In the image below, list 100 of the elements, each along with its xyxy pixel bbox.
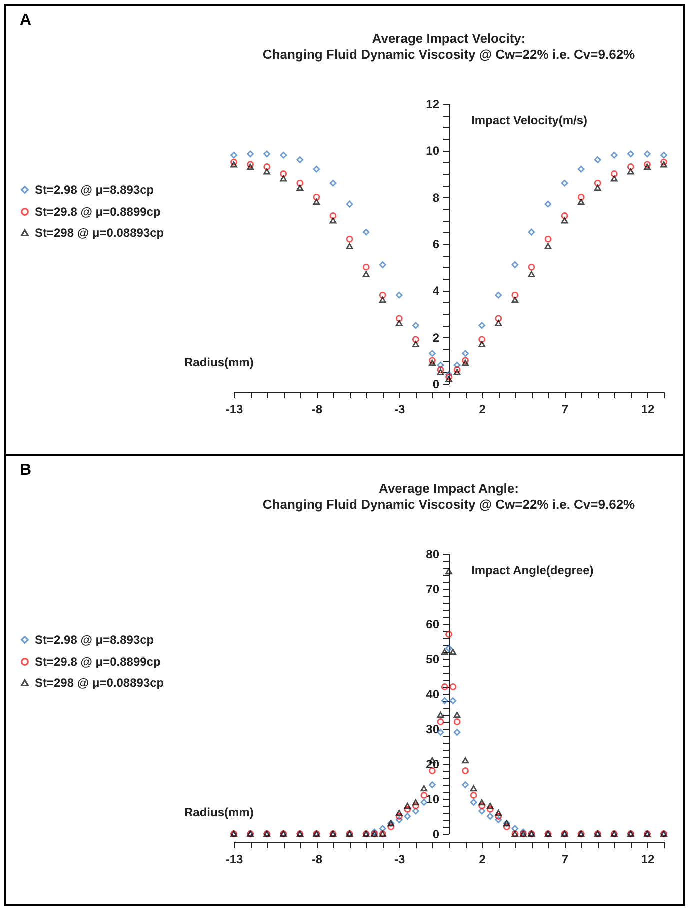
x-tick-label: -8 xyxy=(312,402,323,416)
point xyxy=(429,360,436,366)
point xyxy=(330,218,337,224)
x-tick-label: 2 xyxy=(479,402,486,416)
point xyxy=(437,369,444,376)
point xyxy=(660,152,668,159)
point xyxy=(362,271,370,278)
point xyxy=(512,296,519,304)
point xyxy=(660,162,668,168)
point xyxy=(454,369,461,376)
point xyxy=(330,180,337,187)
point xyxy=(396,810,403,816)
x-tick-label: -13 xyxy=(226,402,244,416)
point xyxy=(280,170,288,178)
y-tick-label: 30 xyxy=(426,722,440,736)
point xyxy=(495,292,502,299)
point xyxy=(412,799,420,806)
point xyxy=(412,341,420,348)
y-tick-label: 8 xyxy=(432,190,440,205)
point xyxy=(396,813,403,820)
point xyxy=(441,684,448,690)
point xyxy=(503,824,510,830)
point xyxy=(644,164,651,170)
point xyxy=(379,296,386,304)
point xyxy=(230,162,238,168)
point xyxy=(412,802,420,810)
point xyxy=(346,200,354,208)
y-tick-label: 0 xyxy=(432,378,440,392)
point xyxy=(446,645,452,652)
point xyxy=(486,813,494,820)
chart-title: Average Impact Velocity: xyxy=(372,31,526,46)
point xyxy=(495,320,502,326)
point xyxy=(486,802,494,810)
point xyxy=(528,271,536,278)
point xyxy=(379,292,386,299)
point xyxy=(578,198,585,206)
point xyxy=(454,362,461,369)
point xyxy=(454,718,461,726)
point xyxy=(420,785,428,792)
point xyxy=(450,684,457,690)
point xyxy=(247,164,254,170)
y-tick-label: 20 xyxy=(426,758,440,772)
point xyxy=(404,813,412,820)
point xyxy=(330,212,337,220)
point xyxy=(512,825,519,832)
point xyxy=(578,166,585,173)
legend-label: St=29.8 @ μ=0.8899cp xyxy=(35,655,161,669)
y-tick-label: 0 xyxy=(432,828,440,842)
y-tick-label: 50 xyxy=(426,652,440,666)
point xyxy=(544,236,552,243)
point xyxy=(313,198,320,206)
text: A xyxy=(20,12,32,30)
point xyxy=(429,350,436,358)
point xyxy=(264,168,271,175)
point xyxy=(544,200,552,208)
point xyxy=(362,264,370,271)
point xyxy=(512,262,519,268)
point xyxy=(396,320,403,326)
point xyxy=(313,166,320,173)
point xyxy=(446,631,452,638)
point xyxy=(627,168,634,175)
point xyxy=(396,315,403,322)
point xyxy=(495,816,502,824)
point xyxy=(404,802,412,810)
point xyxy=(437,362,444,369)
point xyxy=(627,150,634,158)
point xyxy=(264,164,271,170)
x-tick-label: 7 xyxy=(562,402,569,416)
point xyxy=(528,264,536,271)
point xyxy=(450,698,457,704)
x-tick-label: 7 xyxy=(562,852,569,866)
point xyxy=(462,350,469,358)
point xyxy=(561,180,568,187)
chart-title: Average Impact Angle: xyxy=(379,481,519,496)
text: B xyxy=(20,462,32,480)
x-tick-label: -8 xyxy=(312,852,323,866)
point xyxy=(594,180,602,187)
point xyxy=(528,228,536,236)
x-tick-label: 12 xyxy=(641,402,655,416)
point xyxy=(627,164,634,170)
point xyxy=(230,152,238,159)
y-tick-label: 60 xyxy=(426,618,440,632)
y-tick-label: 4 xyxy=(432,284,440,298)
point xyxy=(478,341,486,348)
point xyxy=(462,757,469,764)
point xyxy=(495,813,502,820)
point xyxy=(446,568,452,575)
legend-label: St=298 @ μ=0.08893cp xyxy=(35,226,164,240)
point xyxy=(296,180,304,187)
point xyxy=(470,799,478,806)
point xyxy=(462,360,469,366)
point xyxy=(544,243,552,250)
x-axis-title: Radius(mm) xyxy=(184,806,254,820)
y-axis-title: Impact Angle(degree) xyxy=(472,564,594,578)
chart-subtitle: Changing Fluid Dynamic Viscosity @ Cw=22% i.e. Cv=9.62% xyxy=(262,47,636,62)
point xyxy=(379,262,386,268)
point xyxy=(247,150,254,158)
legend-label: St=298 @ μ=0.08893cp xyxy=(35,676,164,690)
point xyxy=(441,648,448,656)
point xyxy=(396,816,403,824)
